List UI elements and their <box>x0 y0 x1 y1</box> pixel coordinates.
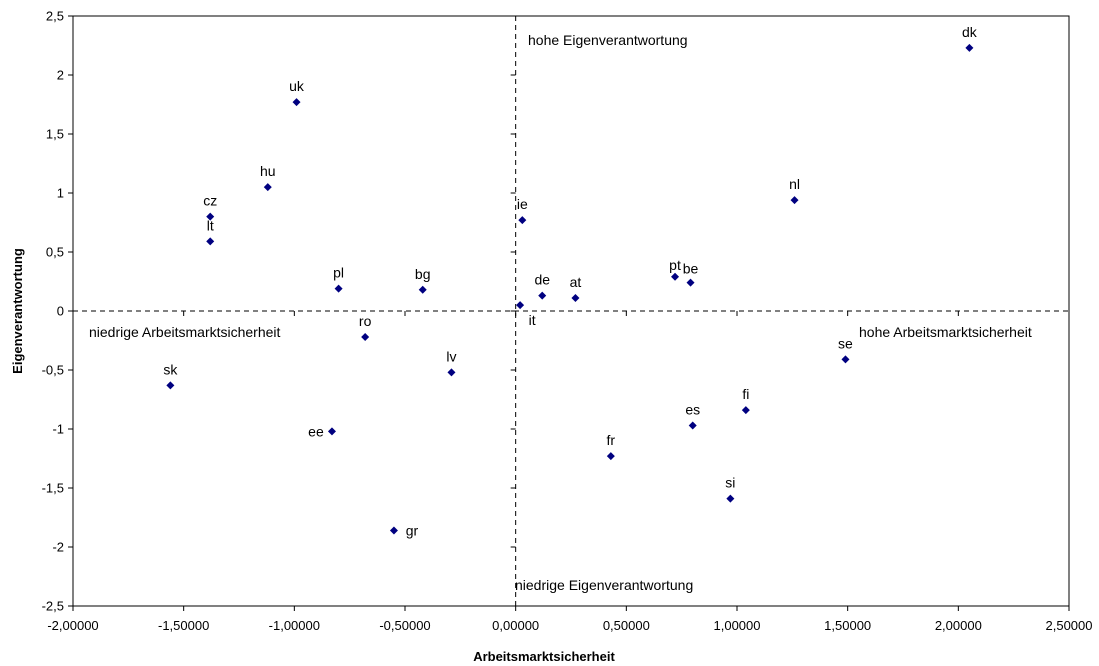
x-axis-title: Arbeitsmarktsicherheit <box>473 649 615 664</box>
data-point-sk <box>166 381 175 390</box>
y-tick-label: -2,5 <box>42 599 64 614</box>
y-tick-label: 0 <box>57 304 64 319</box>
quadrant-label-bottom: niedrige Eigenverantwortung <box>515 577 693 593</box>
x-tick-label: -0,50000 <box>379 618 430 633</box>
point-label-dk: dk <box>962 24 978 40</box>
data-points: dk uk hu nl cz ie lt pt be pl bg de at it ro se lv sk fi es… <box>163 24 977 539</box>
data-point-uk <box>292 98 301 107</box>
point-label-be: be <box>683 261 699 277</box>
data-point-ro <box>361 332 370 341</box>
x-axis-ticks: -2,00000 -1,50000 -1,00000 -0,50000 0,00000 0… <box>47 311 1093 633</box>
quadrant-label-right: hohe Arbeitsmarktsicherheit <box>859 324 1032 340</box>
point-label-se: se <box>838 335 853 351</box>
point-label-pt: pt <box>669 257 681 273</box>
x-tick-label: -2,00000 <box>47 618 98 633</box>
y-tick-label: -1 <box>52 422 64 437</box>
y-tick-label: -2 <box>52 540 64 555</box>
data-point-se <box>841 355 850 364</box>
point-label-de: de <box>534 272 550 288</box>
data-point-pt <box>671 272 680 281</box>
y-tick-label: 1 <box>57 186 64 201</box>
x-tick-label: 2,50000 <box>1046 618 1093 633</box>
data-point-ie <box>518 216 527 225</box>
x-tick-label: -1,50000 <box>158 618 209 633</box>
y-tick-label: 2 <box>57 68 64 83</box>
data-point-de <box>538 291 547 300</box>
x-tick-label: 1,50000 <box>824 618 871 633</box>
data-point-be <box>686 278 695 287</box>
point-label-gr: gr <box>406 522 419 538</box>
point-label-hu: hu <box>260 163 276 179</box>
point-label-cz: cz <box>203 193 217 209</box>
point-label-es: es <box>685 401 700 417</box>
point-label-ee: ee <box>308 423 324 439</box>
data-point-bg <box>418 285 427 294</box>
y-tick-label: 2,5 <box>46 9 64 24</box>
data-point-dk <box>965 43 974 52</box>
x-tick-label: -1,00000 <box>269 618 320 633</box>
point-label-it: it <box>529 312 536 328</box>
data-point-si <box>726 494 735 503</box>
x-tick-label: 1,00000 <box>714 618 761 633</box>
y-axis-title: Eigenverantwortung <box>10 248 25 374</box>
point-label-ro: ro <box>359 313 372 329</box>
y-tick-label: 0,5 <box>46 245 64 260</box>
point-label-fi: fi <box>742 386 749 402</box>
point-label-fr: fr <box>607 432 616 448</box>
point-label-lv: lv <box>446 348 456 364</box>
quadrant-label-top: hohe Eigenverantwortung <box>528 32 688 48</box>
point-label-ie: ie <box>517 196 528 212</box>
data-point-gr <box>389 526 398 535</box>
x-tick-label: 0,00000 <box>492 618 539 633</box>
data-point-nl <box>790 196 799 205</box>
data-point-hu <box>263 183 272 192</box>
y-tick-label: -1,5 <box>42 481 64 496</box>
point-label-si: si <box>725 475 735 491</box>
data-point-pl <box>334 284 343 293</box>
point-label-pl: pl <box>333 265 344 281</box>
point-label-bg: bg <box>415 266 431 282</box>
y-tick-label: -0,5 <box>42 363 64 378</box>
data-point-lt <box>206 237 215 246</box>
data-point-es <box>688 421 697 430</box>
data-point-it <box>516 301 525 310</box>
point-label-sk: sk <box>163 361 178 377</box>
data-point-at <box>571 294 580 303</box>
y-axis-ticks: 2,5 2 1,5 1 0,5 0 -0,5 -1 -1,5 -2 -2,5 <box>42 9 516 614</box>
data-point-fi <box>741 406 750 415</box>
data-point-fr <box>606 452 615 461</box>
y-tick-label: 1,5 <box>46 127 64 142</box>
point-label-at: at <box>570 274 582 290</box>
data-point-ee <box>327 427 336 436</box>
x-tick-label: 0,50000 <box>603 618 650 633</box>
data-point-cz <box>206 212 215 221</box>
quadrant-label-left: niedrige Arbeitsmarktsicherheit <box>89 324 281 340</box>
point-label-nl: nl <box>789 176 800 192</box>
x-tick-label: 2,00000 <box>935 618 982 633</box>
point-label-lt: lt <box>207 217 214 233</box>
point-label-uk: uk <box>289 78 305 94</box>
data-point-lv <box>447 368 456 377</box>
